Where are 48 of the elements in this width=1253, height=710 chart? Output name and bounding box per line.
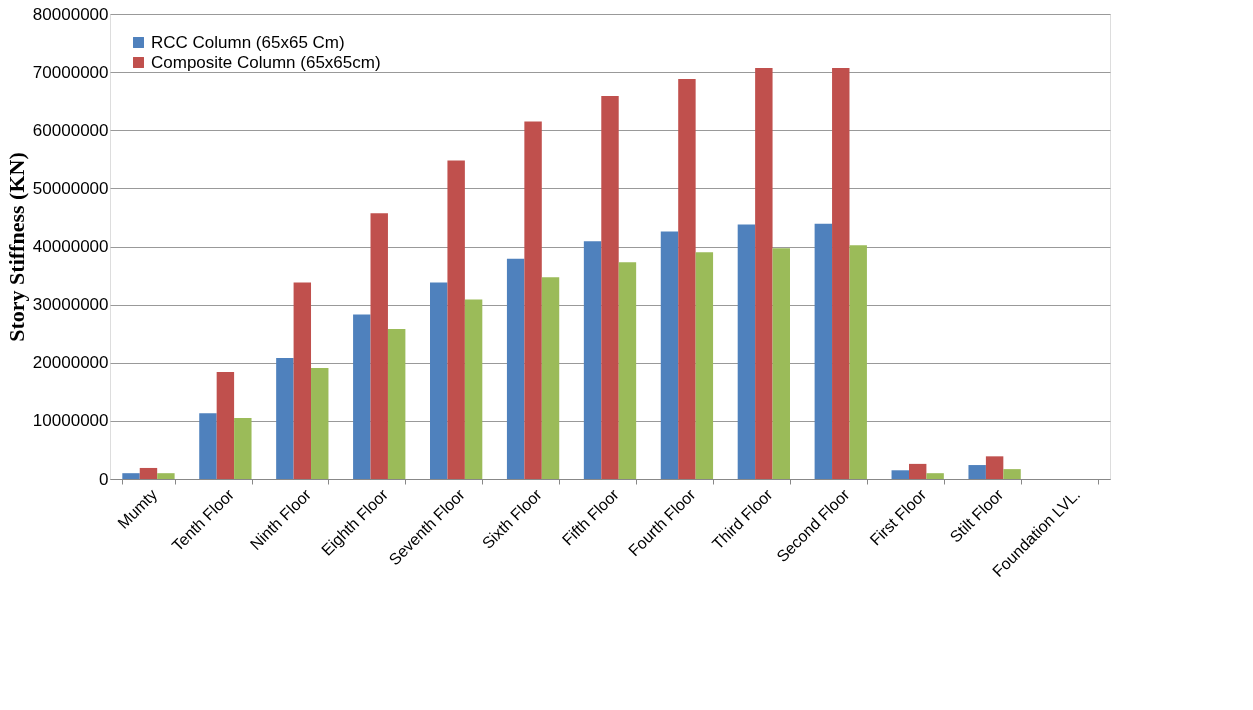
bar (908, 463, 927, 479)
y-tick-label: 10000000 (32, 411, 109, 431)
legend-label: Composite Column (65x65cm) (151, 52, 381, 72)
bar (755, 68, 773, 479)
bar (353, 314, 371, 479)
bar (618, 262, 637, 479)
y-axis-title: Story Stiffness (KN) (3, 152, 29, 342)
bar (985, 456, 1004, 479)
bar (157, 473, 175, 479)
bar (772, 248, 790, 479)
bar (695, 252, 714, 479)
bar (660, 231, 679, 479)
bar (122, 473, 140, 479)
bar (541, 277, 560, 479)
legend-label: RCC Column (65x65 Cm) (151, 32, 345, 52)
bar (464, 299, 483, 479)
bar (234, 417, 252, 479)
bar (276, 358, 294, 479)
bar (814, 223, 833, 479)
y-tick-label: 60000000 (32, 120, 109, 140)
bar (506, 258, 525, 479)
bar (370, 213, 388, 479)
y-tick-label: 70000000 (32, 62, 109, 82)
bar (387, 329, 406, 479)
bar (601, 95, 619, 479)
bar (891, 470, 909, 479)
bar (737, 224, 756, 479)
y-tick-label: 40000000 (32, 237, 109, 256)
bar (583, 241, 602, 479)
bar (311, 367, 329, 479)
bar (849, 245, 867, 479)
bar (430, 282, 448, 479)
y-tick-label: 30000000 (32, 295, 109, 315)
bar (926, 473, 944, 479)
bar (1003, 469, 1021, 479)
bar (216, 372, 235, 479)
bar (832, 68, 850, 479)
bar (199, 413, 217, 479)
bar (139, 467, 158, 479)
bar (524, 121, 542, 479)
y-tick-label: 0 (99, 469, 109, 489)
bar (293, 282, 312, 479)
bar (447, 160, 465, 479)
y-tick-label: 20000000 (32, 353, 109, 373)
bar (678, 79, 696, 479)
y-tick-label: 80000000 (32, 4, 109, 24)
y-tick-label: 50000000 (32, 178, 109, 198)
bar (968, 465, 986, 479)
